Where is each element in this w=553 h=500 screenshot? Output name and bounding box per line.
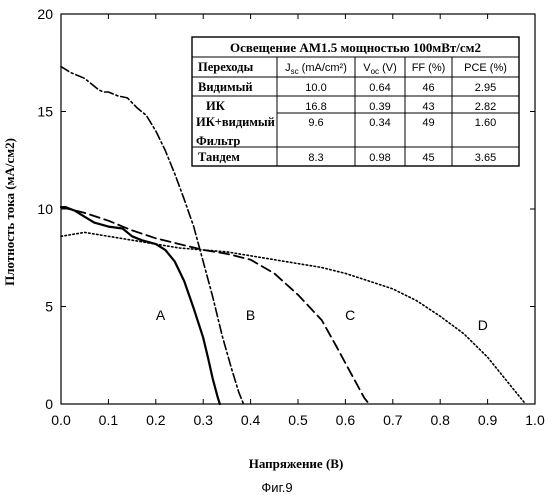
table-cell-value: 16.8 bbox=[305, 101, 326, 113]
table-cell-value: 2.82 bbox=[475, 101, 496, 113]
table-cell-value: 1.60 bbox=[475, 117, 496, 129]
curve-labels: A B C D bbox=[156, 307, 488, 333]
x-tick-label: 0.3 bbox=[193, 412, 213, 428]
curve-d bbox=[60, 231, 527, 405]
x-tick-label: 0.6 bbox=[336, 412, 356, 428]
table-cell-label: ИК+видимый bbox=[196, 115, 275, 129]
table-cell-value: 49 bbox=[422, 117, 434, 129]
x-tick-label: 0.2 bbox=[146, 412, 166, 428]
table-cell-value: 43 bbox=[422, 101, 434, 113]
table-cell-value: 10.0 bbox=[305, 82, 326, 94]
y-tick-label: 15 bbox=[37, 104, 53, 120]
table-cell-label: Тандем bbox=[198, 150, 240, 164]
x-tick-label: 0.8 bbox=[430, 412, 450, 428]
table-header-cell: Переходы bbox=[198, 60, 254, 74]
x-tick-label: 0.1 bbox=[99, 412, 119, 428]
figure-caption: Фиг.9 bbox=[261, 480, 292, 495]
table-cell-value: 3.65 bbox=[475, 152, 496, 164]
curve-label-d: D bbox=[478, 317, 488, 333]
curve-a bbox=[59, 206, 221, 406]
table-cell-value: 45 bbox=[422, 152, 434, 164]
table-cell-value: 0.98 bbox=[369, 152, 390, 164]
y-axis-title: Плотность тока (мА/см2) bbox=[2, 138, 17, 286]
x-tick-label: 0.4 bbox=[241, 412, 261, 428]
curve-b bbox=[60, 65, 245, 405]
y-tick-label: 20 bbox=[37, 6, 53, 22]
table-cell-value: 2.95 bbox=[475, 82, 496, 94]
x-tick-label: 0.9 bbox=[478, 412, 498, 428]
results-table: Освещение AM1.5 мощностью 100мВт/см2 Пере… bbox=[191, 36, 520, 167]
table-cell-value: 46 bbox=[422, 82, 434, 94]
table-cell-label: Видимый bbox=[198, 80, 253, 94]
y-tick-label: 0 bbox=[45, 396, 53, 412]
x-tick-label: 0.0 bbox=[51, 412, 71, 428]
y-tick-label: 10 bbox=[37, 201, 53, 217]
table-cell-value: 0.64 bbox=[369, 82, 390, 94]
table-header-cell: Voc (V) bbox=[363, 62, 397, 76]
table-cell-value: 0.34 bbox=[369, 117, 390, 129]
table-header-cell: PCE (%) bbox=[464, 62, 507, 74]
x-axis-title: Напряжение (В) bbox=[249, 456, 344, 471]
curve-label-c: C bbox=[345, 307, 355, 323]
table-header-cell: Jsc (mA/cm²) bbox=[285, 62, 347, 76]
table-cell-value: 0.39 bbox=[369, 101, 390, 113]
x-tick-label: 0.7 bbox=[383, 412, 403, 428]
table-title: Освещение AM1.5 мощностью 100мВт/см2 bbox=[230, 40, 481, 55]
table-cell-value: 9.6 bbox=[308, 117, 323, 129]
axis-ticks: 0.0 0.1 0.2 0.3 0.4 0.5 0.6 0.7 0.8 0.9 1.0 0 5 10 15 2… bbox=[37, 6, 545, 428]
x-tick-label: 0.5 bbox=[288, 412, 308, 428]
curves bbox=[59, 65, 527, 406]
curve-c bbox=[60, 206, 371, 405]
table-cell-label: Фильтр bbox=[196, 134, 240, 148]
curve-label-b: B bbox=[246, 307, 255, 323]
table-header-cell: FF (%) bbox=[412, 62, 446, 74]
y-tick-label: 5 bbox=[45, 299, 53, 315]
x-tick-label: 1.0 bbox=[525, 412, 545, 428]
table-cell-value: 8.3 bbox=[308, 152, 323, 164]
curve-label-a: A bbox=[156, 307, 166, 323]
table-cell-label: ИК bbox=[206, 99, 225, 113]
